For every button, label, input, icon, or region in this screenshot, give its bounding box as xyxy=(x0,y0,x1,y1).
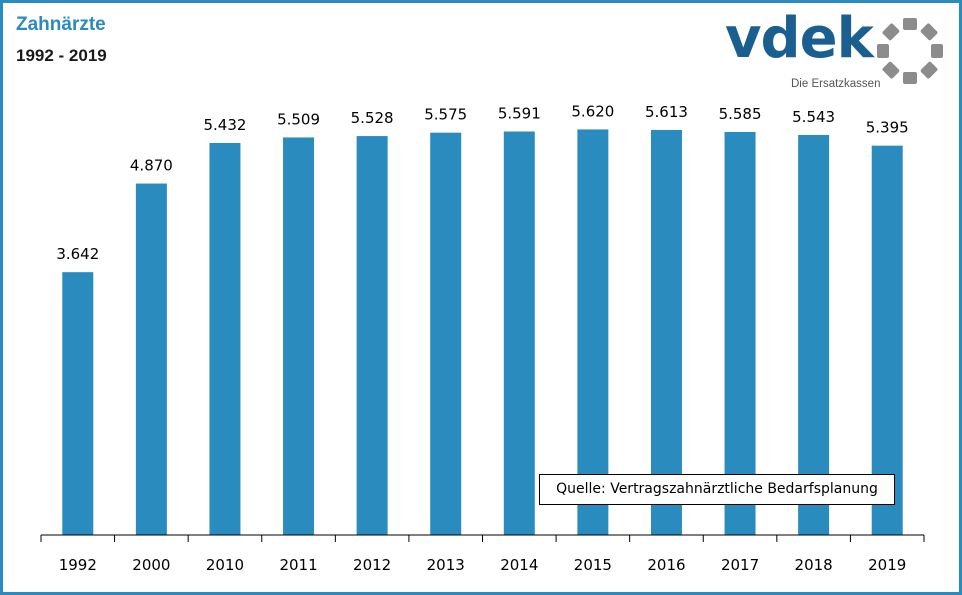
logo-tagline: Die Ersatzkassen xyxy=(791,78,881,90)
bar-2011 xyxy=(283,137,315,535)
category-label-2010: 2010 xyxy=(206,556,244,574)
category-label-2013: 2013 xyxy=(427,556,465,574)
category-label-2018: 2018 xyxy=(795,556,833,574)
value-label-1992: 3.642 xyxy=(56,245,99,263)
value-label-2012: 5.528 xyxy=(351,109,394,127)
chart-title: Zahnärzte xyxy=(16,14,106,35)
bar-2019 xyxy=(871,145,903,535)
category-label-2017: 2017 xyxy=(721,556,759,574)
value-label-2016: 5.613 xyxy=(645,103,688,121)
logo-ring-segment xyxy=(882,61,900,79)
bar-2012 xyxy=(356,136,388,535)
source-note: Quelle: Vertragszahnärztliche Bedarfspla… xyxy=(539,474,895,505)
value-label-2017: 5.585 xyxy=(719,105,762,123)
bar-1992 xyxy=(62,272,94,535)
value-label-2000: 4.870 xyxy=(130,157,173,175)
value-label-2010: 5.432 xyxy=(203,116,246,134)
category-label-1992: 1992 xyxy=(59,556,97,574)
logo-ring-segment xyxy=(931,44,943,58)
logo-ring-segment xyxy=(920,23,938,41)
value-label-2011: 5.509 xyxy=(277,110,320,128)
value-label-2018: 5.543 xyxy=(792,108,835,126)
bar-2016 xyxy=(650,129,682,535)
category-label-2014: 2014 xyxy=(500,556,538,574)
logo-ring-segment xyxy=(903,72,917,84)
vdek-logo: vdek Die Ersatzkassen xyxy=(725,6,950,99)
bar-2000 xyxy=(135,183,167,535)
category-label-2019: 2019 xyxy=(868,556,906,574)
logo-wordmark: vdek xyxy=(725,6,874,71)
bar-2014 xyxy=(503,131,535,535)
bar-2018 xyxy=(798,134,830,535)
category-label-2012: 2012 xyxy=(353,556,391,574)
category-label-2016: 2016 xyxy=(647,556,685,574)
logo-ring-segment xyxy=(877,44,889,58)
chart-subtitle: 1992 - 2019 xyxy=(16,46,107,65)
logo-ring-segment xyxy=(903,18,917,30)
bar-2017 xyxy=(724,131,756,536)
logo-ring-icon xyxy=(877,18,943,84)
category-label-2011: 2011 xyxy=(279,556,317,574)
value-label-2014: 5.591 xyxy=(498,105,541,123)
value-label-2013: 5.575 xyxy=(424,106,467,124)
bar-2015 xyxy=(577,129,609,535)
bar-2010 xyxy=(209,142,241,535)
value-label-2019: 5.395 xyxy=(866,119,909,137)
category-label-2015: 2015 xyxy=(574,556,612,574)
logo-ring-segment xyxy=(920,61,938,79)
category-label-2000: 2000 xyxy=(132,556,170,574)
value-label-2015: 5.620 xyxy=(571,102,614,120)
bar-2013 xyxy=(430,132,462,535)
logo-ring-segment xyxy=(882,23,900,41)
